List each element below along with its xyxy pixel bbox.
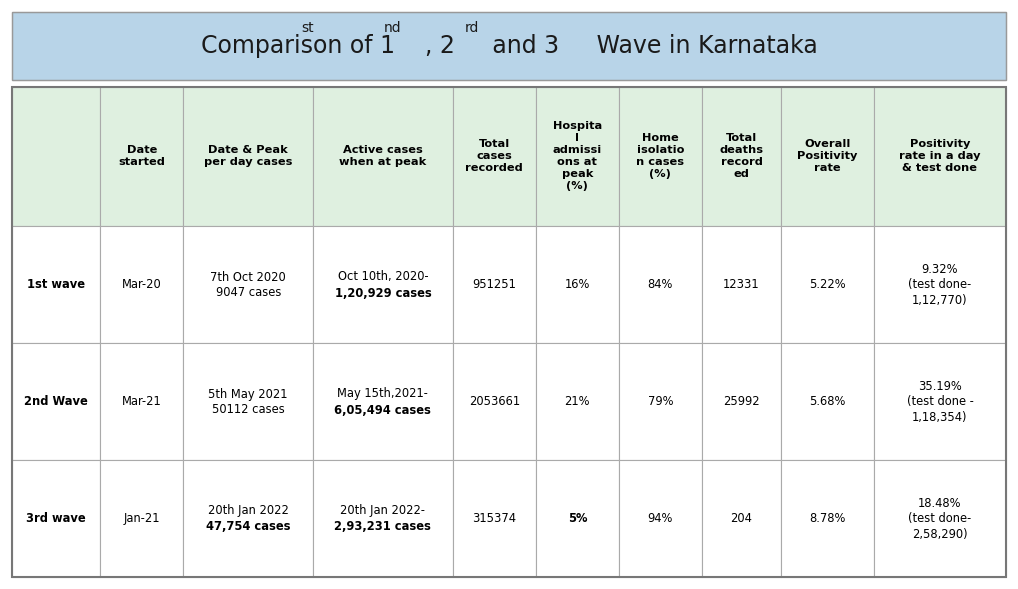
Text: 5%: 5% (568, 512, 587, 525)
Text: Positivity
rate in a day
& test done: Positivity rate in a day & test done (899, 140, 980, 174)
Bar (781, 226, 874, 343)
Text: 18.48%
(test done-
2,58,290): 18.48% (test done- 2,58,290) (908, 497, 971, 541)
Bar (619, 343, 702, 460)
Text: May 15th,2021-: May 15th,2021- (338, 387, 429, 400)
Bar (453, 87, 535, 226)
Bar (781, 460, 874, 577)
Bar (183, 87, 313, 226)
Text: nd: nd (384, 21, 402, 35)
Bar (101, 87, 183, 226)
Bar (183, 343, 313, 460)
Bar (12, 87, 101, 226)
Bar (453, 343, 535, 460)
Bar (12, 12, 1006, 80)
Bar (874, 343, 1006, 460)
Text: Oct 10th, 2020-: Oct 10th, 2020- (338, 270, 429, 283)
Text: Comparison of 1    , 2     and 3     Wave in Karnataka: Comparison of 1 , 2 and 3 Wave in Karnat… (201, 34, 817, 58)
Bar (619, 226, 702, 343)
Text: 5.68%: 5.68% (809, 395, 846, 408)
Text: 951251: 951251 (472, 279, 516, 292)
Text: 47,754 cases: 47,754 cases (206, 521, 290, 534)
Text: 8.78%: 8.78% (809, 512, 846, 525)
Text: Mar-21: Mar-21 (122, 395, 162, 408)
Bar (12, 87, 1006, 577)
Text: 2053661: 2053661 (468, 395, 520, 408)
Text: Date & Peak
per day cases: Date & Peak per day cases (204, 145, 292, 167)
Bar (12, 12, 1006, 80)
Bar (183, 460, 313, 577)
Bar (535, 343, 619, 460)
Bar (183, 226, 313, 343)
Text: 20th Jan 2022: 20th Jan 2022 (208, 504, 289, 517)
Bar (313, 460, 453, 577)
Text: Overall
Positivity
rate: Overall Positivity rate (797, 140, 858, 174)
Text: 84%: 84% (647, 279, 673, 292)
Bar (101, 343, 183, 460)
Text: 204: 204 (731, 512, 752, 525)
Text: 1st wave: 1st wave (27, 279, 86, 292)
Bar (453, 226, 535, 343)
Bar (702, 343, 781, 460)
Bar (781, 343, 874, 460)
Bar (702, 87, 781, 226)
Bar (874, 226, 1006, 343)
Text: st: st (301, 21, 314, 35)
Bar (12, 226, 101, 343)
Text: 9.32%
(test done-
1,12,770): 9.32% (test done- 1,12,770) (908, 263, 971, 307)
Text: Active cases
when at peak: Active cases when at peak (339, 145, 427, 167)
Text: 16%: 16% (565, 279, 590, 292)
Text: 79%: 79% (647, 395, 673, 408)
Bar (535, 87, 619, 226)
Bar (101, 226, 183, 343)
Bar (702, 460, 781, 577)
Bar (313, 226, 453, 343)
Text: 25992: 25992 (723, 395, 759, 408)
Text: Total
cases
recorded: Total cases recorded (465, 140, 523, 174)
Text: rd: rd (465, 21, 479, 35)
Bar (874, 87, 1006, 226)
Text: Mar-20: Mar-20 (122, 279, 162, 292)
Text: 12331: 12331 (723, 279, 759, 292)
Bar (101, 460, 183, 577)
Bar (619, 87, 702, 226)
Text: 2nd Wave: 2nd Wave (24, 395, 89, 408)
Text: 5.22%: 5.22% (809, 279, 846, 292)
Text: 21%: 21% (565, 395, 590, 408)
Text: 7th Oct 2020
9047 cases: 7th Oct 2020 9047 cases (211, 270, 286, 299)
Text: 94%: 94% (647, 512, 673, 525)
Text: 2,93,231 cases: 2,93,231 cases (335, 521, 432, 534)
Text: 1,20,929 cases: 1,20,929 cases (335, 287, 432, 300)
Text: Total
deaths
record
ed: Total deaths record ed (720, 134, 764, 180)
Bar (313, 343, 453, 460)
Bar (535, 460, 619, 577)
Bar (702, 226, 781, 343)
Bar (12, 343, 101, 460)
Bar (12, 460, 101, 577)
Text: Date
started: Date started (118, 145, 165, 167)
Bar (313, 87, 453, 226)
Text: 3rd wave: 3rd wave (26, 512, 87, 525)
Bar (874, 460, 1006, 577)
Text: 5th May 2021
50112 cases: 5th May 2021 50112 cases (209, 388, 288, 416)
Text: 20th Jan 2022-: 20th Jan 2022- (340, 504, 426, 517)
Text: Home
isolatio
n cases
(%): Home isolatio n cases (%) (636, 134, 684, 180)
Bar (619, 460, 702, 577)
Bar (453, 460, 535, 577)
Text: Jan-21: Jan-21 (123, 512, 160, 525)
Text: 35.19%
(test done -
1,18,354): 35.19% (test done - 1,18,354) (906, 380, 973, 424)
Text: Hospita
l
admissi
ons at
peak
(%): Hospita l admissi ons at peak (%) (553, 121, 602, 191)
Bar (781, 87, 874, 226)
Bar (535, 226, 619, 343)
Text: 6,05,494 cases: 6,05,494 cases (335, 403, 432, 416)
Text: 315374: 315374 (472, 512, 516, 525)
